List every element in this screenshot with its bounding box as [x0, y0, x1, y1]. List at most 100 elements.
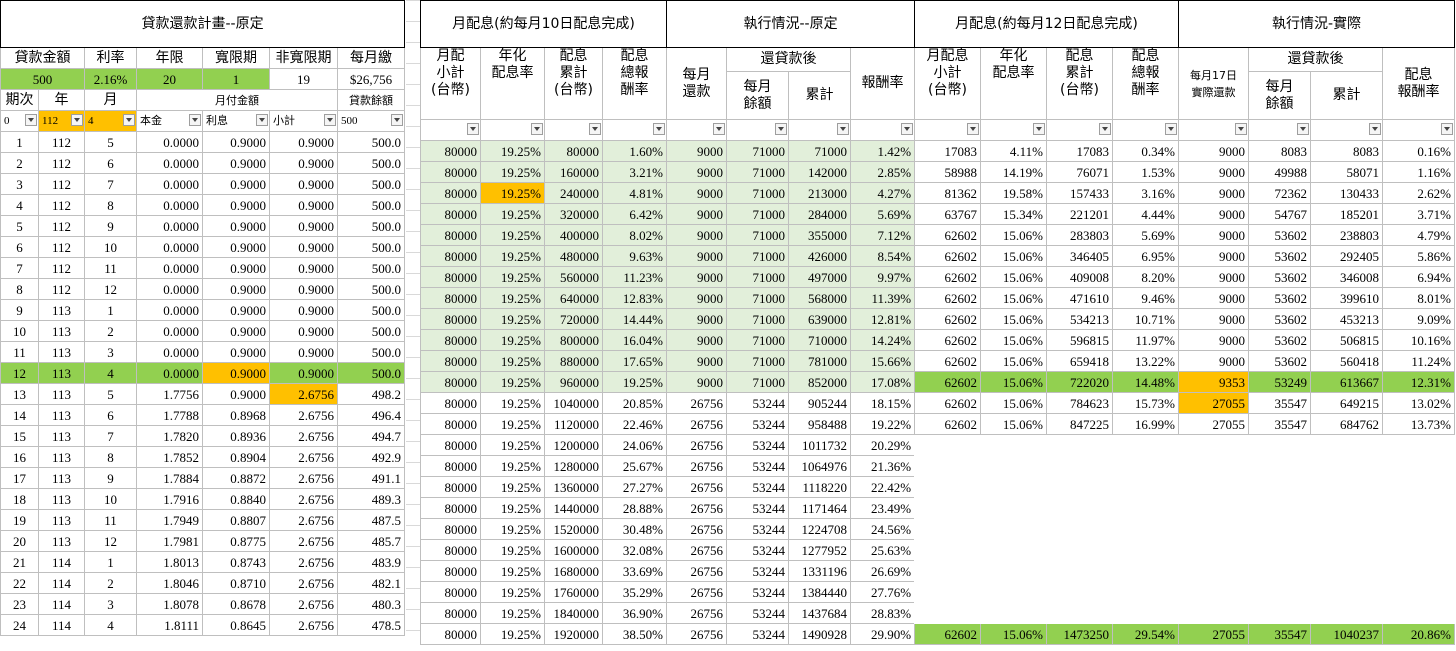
table-cell[interactable]: 781000 [788, 350, 851, 372]
empty-cell[interactable] [981, 561, 1047, 582]
col-header-year[interactable]: 年 [38, 89, 85, 111]
grace-period[interactable]: 1 [202, 68, 270, 90]
table-cell[interactable]: 11.24% [1382, 350, 1455, 372]
table-cell[interactable]: 496.4 [336, 404, 406, 426]
param-header[interactable]: 非寬限期 [269, 47, 338, 69]
table-cell[interactable]: 12 [84, 530, 137, 552]
table-cell[interactable]: 19.25% [480, 392, 545, 414]
table-cell[interactable]: 482.1 [336, 572, 406, 594]
empty-cell[interactable] [1249, 519, 1311, 540]
table-cell[interactable]: 21.36% [849, 455, 916, 477]
table-cell[interactable]: 20 [0, 530, 39, 552]
table-cell[interactable]: 9000 [1178, 350, 1249, 372]
table-cell[interactable]: 1490928 [788, 623, 851, 645]
table-cell[interactable]: 1840000 [544, 602, 603, 624]
filter-dropdown-button[interactable] [189, 114, 201, 126]
table-cell[interactable]: 492.9 [336, 446, 406, 468]
table-cell[interactable]: 19.25% [602, 371, 667, 393]
table-cell[interactable]: 113 [38, 362, 85, 384]
empty-cell[interactable] [1179, 519, 1249, 540]
table-cell[interactable]: 1.8046 [136, 572, 203, 594]
filter-cell[interactable] [1178, 119, 1249, 141]
table-cell[interactable]: 32.08% [602, 539, 667, 561]
filter-balance[interactable]: 500 [336, 110, 406, 132]
total-cell[interactable]: 29.54% [1112, 623, 1179, 645]
total-cell[interactable]: 62602 [914, 623, 981, 645]
table-cell[interactable]: 81362 [914, 182, 981, 204]
col-header-remain[interactable]: 每月 餘額 [726, 71, 789, 120]
table-cell[interactable]: 426000 [788, 245, 851, 267]
filter-dropdown-button[interactable] [1099, 123, 1111, 135]
table-cell[interactable]: 10.16% [1382, 329, 1455, 351]
table-cell[interactable]: 1.7916 [136, 488, 203, 510]
table-cell[interactable]: 471610 [1046, 287, 1113, 309]
table-cell[interactable]: 71000 [726, 224, 789, 246]
empty-cell[interactable] [1249, 561, 1311, 582]
table-cell[interactable]: 2.6756 [269, 446, 338, 468]
filter-dropdown-button[interactable] [967, 123, 979, 135]
filter-dropdown-button[interactable] [71, 114, 83, 126]
col-header-period[interactable]: 期次 [0, 89, 39, 111]
empty-cell[interactable] [1383, 435, 1455, 456]
table-cell[interactable]: 19.25% [480, 203, 545, 225]
table-cell[interactable]: 958488 [788, 413, 851, 435]
table-cell[interactable]: 15.66% [849, 350, 916, 372]
table-cell[interactable]: 800000 [544, 329, 603, 351]
col-header[interactable]: 年化 配息率 [980, 47, 1047, 120]
filter-dropdown-button[interactable] [1441, 123, 1453, 135]
empty-cell[interactable] [1249, 603, 1311, 624]
table-cell[interactable]: 9000 [666, 350, 727, 372]
table-cell[interactable]: 9000 [666, 224, 727, 246]
table-cell[interactable]: 80000 [420, 245, 481, 267]
table-cell[interactable]: 53249 [1248, 371, 1311, 393]
empty-cell[interactable] [1113, 561, 1179, 582]
empty-cell[interactable] [1179, 435, 1249, 456]
table-cell[interactable]: 9353 [1178, 371, 1249, 393]
total-cell[interactable]: 1040237 [1310, 623, 1383, 645]
table-cell[interactable]: 0.9000 [202, 383, 270, 405]
table-cell[interactable]: 0.0000 [136, 152, 203, 174]
table-cell[interactable]: 1.7884 [136, 467, 203, 489]
table-cell[interactable]: 2.6756 [269, 425, 338, 447]
table-cell[interactable]: 3.71% [1382, 203, 1455, 225]
table-cell[interactable]: 19.25% [480, 602, 545, 624]
table-cell[interactable]: 4.79% [1382, 224, 1455, 246]
empty-cell[interactable] [981, 435, 1047, 456]
table-cell[interactable]: 6 [84, 404, 137, 426]
table-cell[interactable]: 9000 [1178, 329, 1249, 351]
table-cell[interactable]: 1440000 [544, 497, 603, 519]
table-cell[interactable]: 500.0 [336, 236, 406, 258]
table-cell[interactable]: 15.34% [980, 203, 1047, 225]
table-cell[interactable]: 71000 [726, 161, 789, 183]
empty-cell[interactable] [1113, 582, 1179, 603]
table-cell[interactable]: 80000 [420, 140, 481, 162]
table-cell[interactable]: 0.9000 [202, 173, 270, 195]
table-cell[interactable]: 27055 [1178, 392, 1249, 414]
loan-amount[interactable]: 500 [0, 68, 85, 90]
table-cell[interactable]: 26756 [666, 455, 727, 477]
table-cell[interactable]: 58071 [1310, 161, 1383, 183]
table-cell[interactable]: 2.6756 [269, 488, 338, 510]
empty-cell[interactable] [1047, 435, 1113, 456]
table-cell[interactable]: 0.0000 [136, 362, 203, 384]
col-header[interactable]: 月配息 小計 (台幣) [914, 47, 981, 120]
table-cell[interactable]: 18.15% [849, 392, 916, 414]
table-cell[interactable]: 1920000 [544, 623, 603, 645]
filter-dropdown-button[interactable] [1235, 123, 1247, 135]
empty-cell[interactable] [915, 498, 981, 519]
table-cell[interactable]: 15.06% [980, 245, 1047, 267]
table-cell[interactable]: 54767 [1248, 203, 1311, 225]
table-cell[interactable]: 1520000 [544, 518, 603, 540]
table-cell[interactable]: 53244 [726, 434, 789, 456]
table-cell[interactable]: 500.0 [336, 320, 406, 342]
table-cell[interactable]: 684762 [1310, 413, 1383, 435]
filter-cell[interactable] [788, 119, 851, 141]
table-cell[interactable]: 114 [38, 572, 85, 594]
table-cell[interactable]: 500.0 [336, 215, 406, 237]
table-cell[interactable]: 0.9000 [202, 278, 270, 300]
empty-cell[interactable] [1249, 435, 1311, 456]
table-cell[interactable]: 113 [38, 383, 85, 405]
table-cell[interactable]: 346405 [1046, 245, 1113, 267]
table-cell[interactable]: 2.62% [1382, 182, 1455, 204]
table-cell[interactable]: 112 [38, 236, 85, 258]
